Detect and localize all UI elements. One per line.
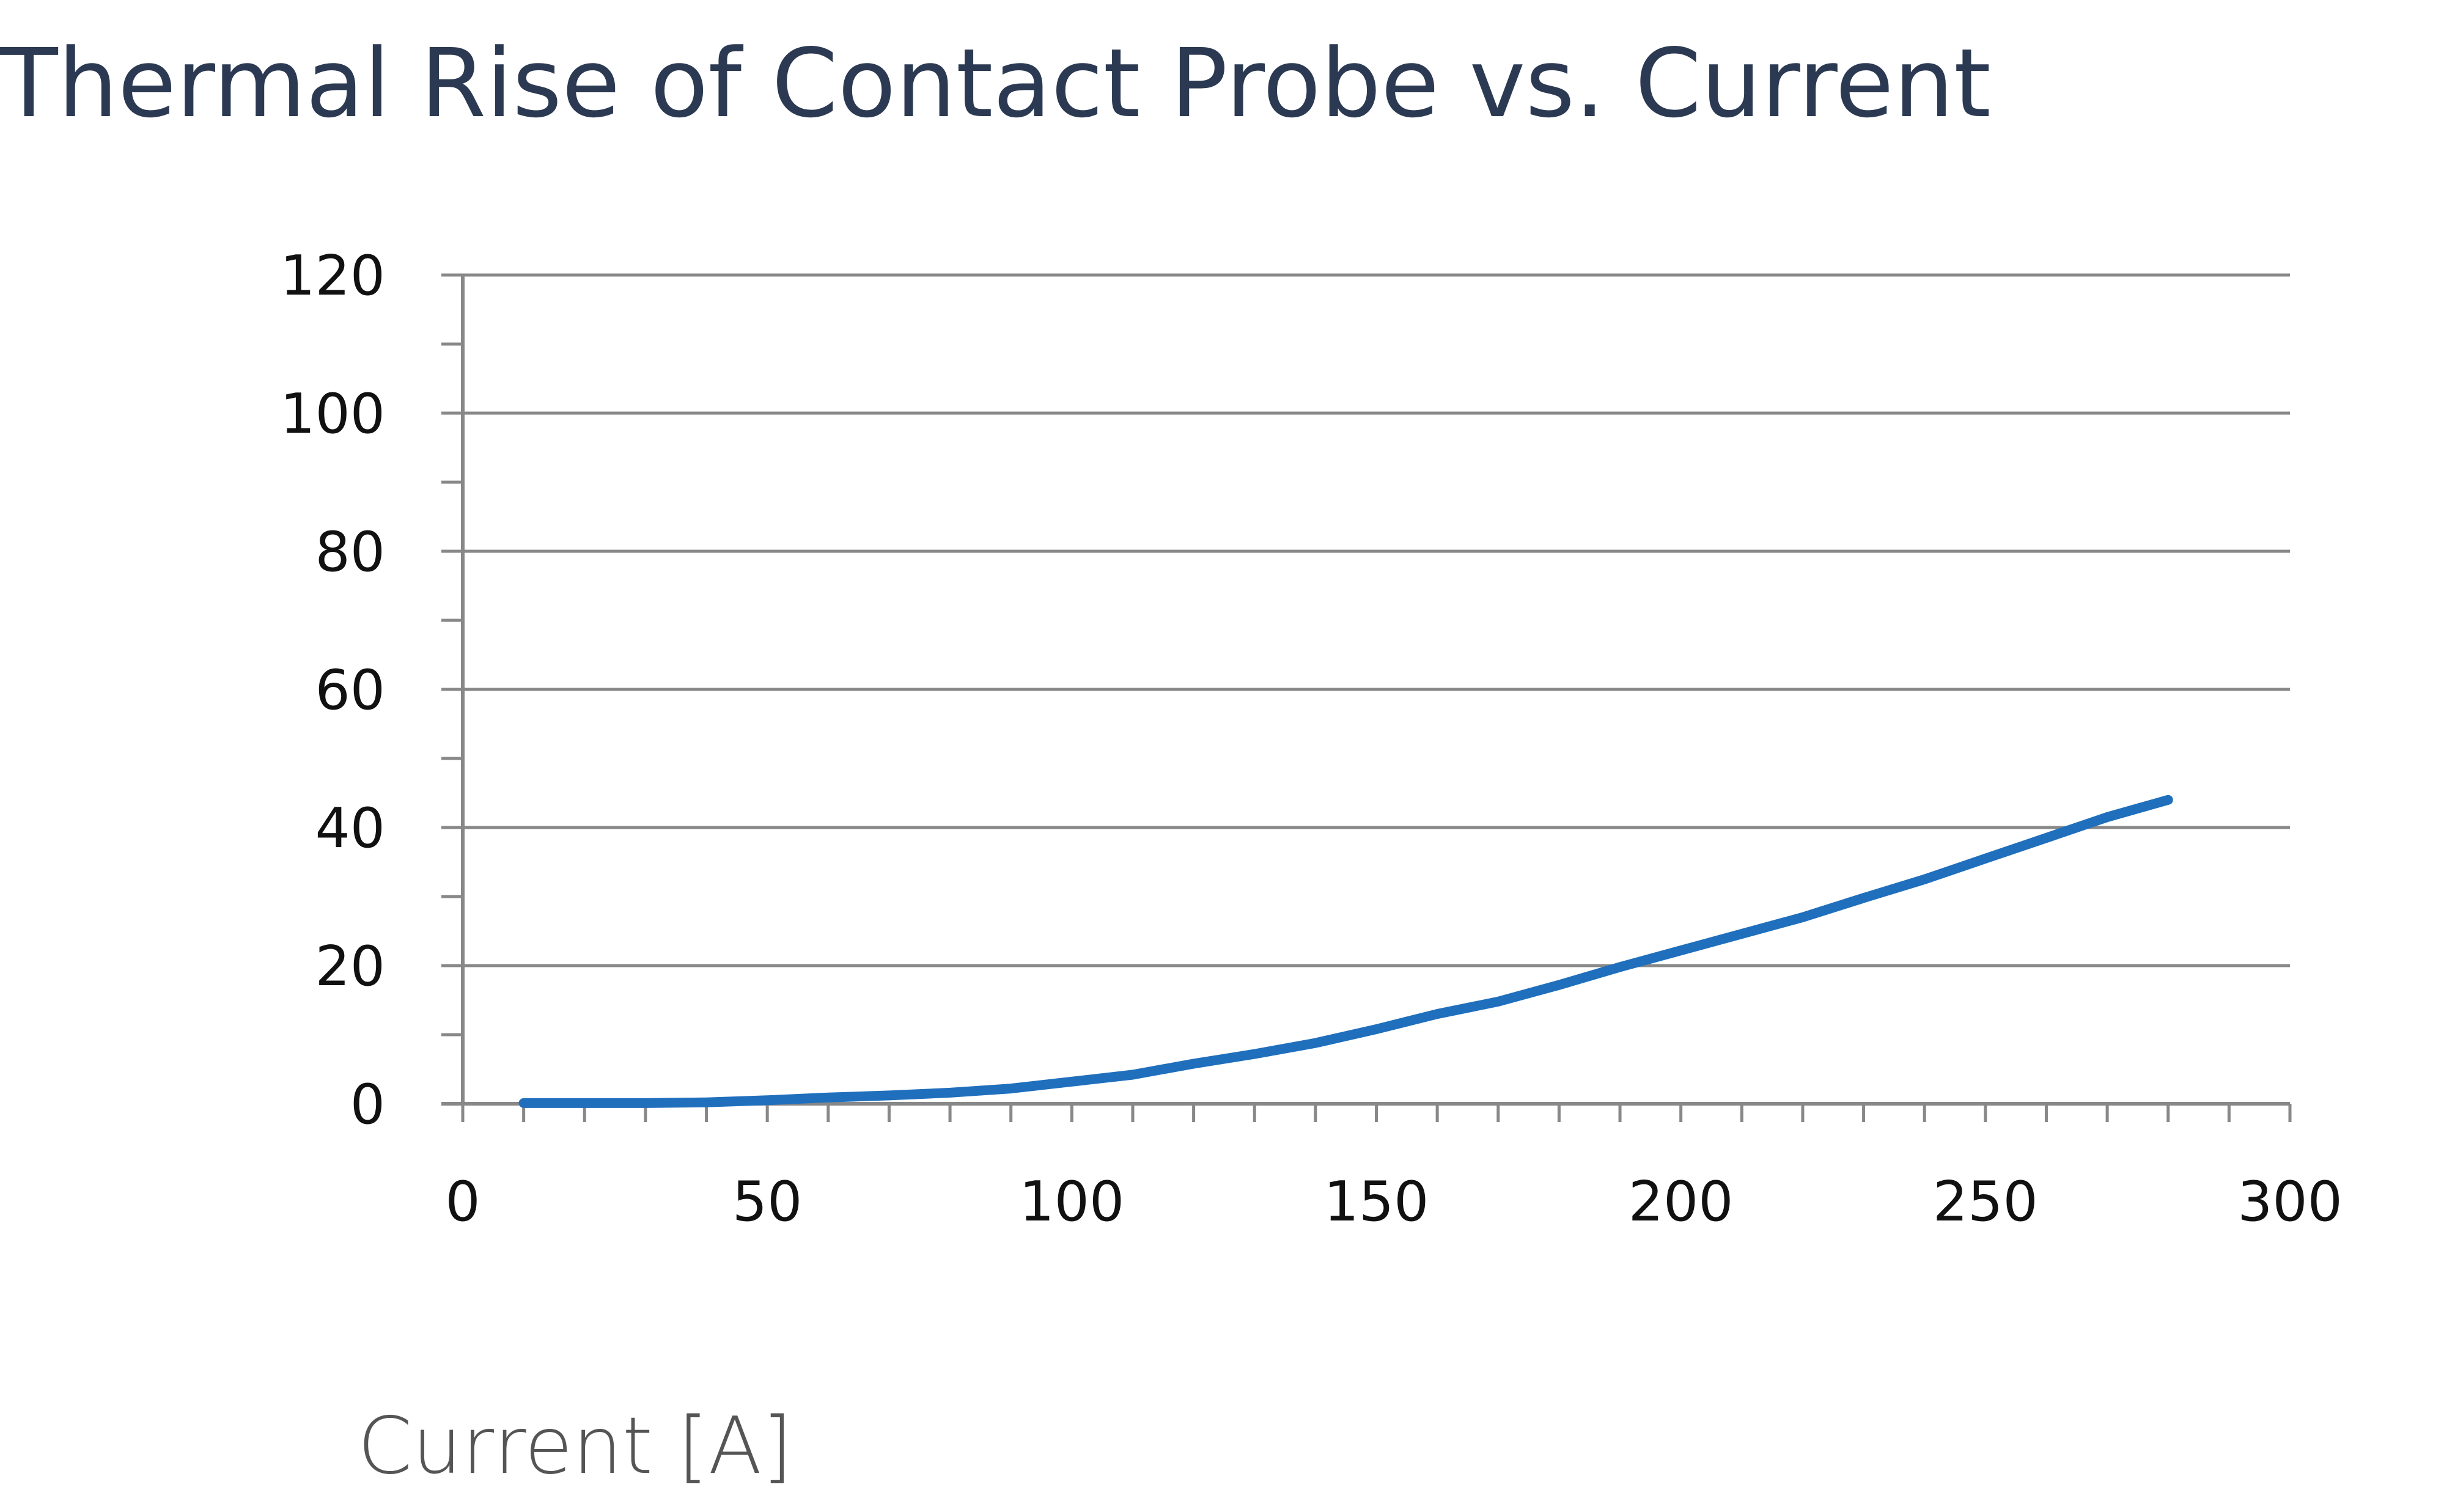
axes [441, 273, 2292, 1122]
x-tick-label-200: 200 [1629, 1170, 1734, 1234]
y-tick-label-80: 80 [315, 520, 385, 584]
x-tick-label-250: 250 [1933, 1170, 2038, 1234]
y-tick-label-20: 20 [315, 934, 385, 999]
y-tick-label-60: 60 [315, 658, 385, 722]
chart-title: Thermal Rise of Contact Probe vs. Curren… [0, 28, 1991, 139]
y-tick-label-100: 100 [280, 382, 385, 446]
y-tick-label-0: 0 [350, 1073, 385, 1137]
x-tick-label-0: 0 [445, 1170, 480, 1234]
tick-labels: 0 20 40 60 80 100 120 0 50 100 150 200 250 300 [280, 244, 2343, 1234]
y-tick-label-40: 40 [315, 796, 385, 861]
x-tick-label-150: 150 [1324, 1170, 1429, 1234]
y-tick-label-120: 120 [280, 244, 385, 308]
grid-lines [463, 273, 2290, 967]
x-tick-label-50: 50 [732, 1170, 803, 1234]
x-axis-label: Current [A] [358, 1401, 793, 1492]
series-layer [518, 795, 2173, 1108]
series-line-0 [518, 795, 2173, 1108]
x-tick-label-100: 100 [1019, 1170, 1124, 1234]
x-tick-label-300: 300 [2237, 1170, 2343, 1234]
